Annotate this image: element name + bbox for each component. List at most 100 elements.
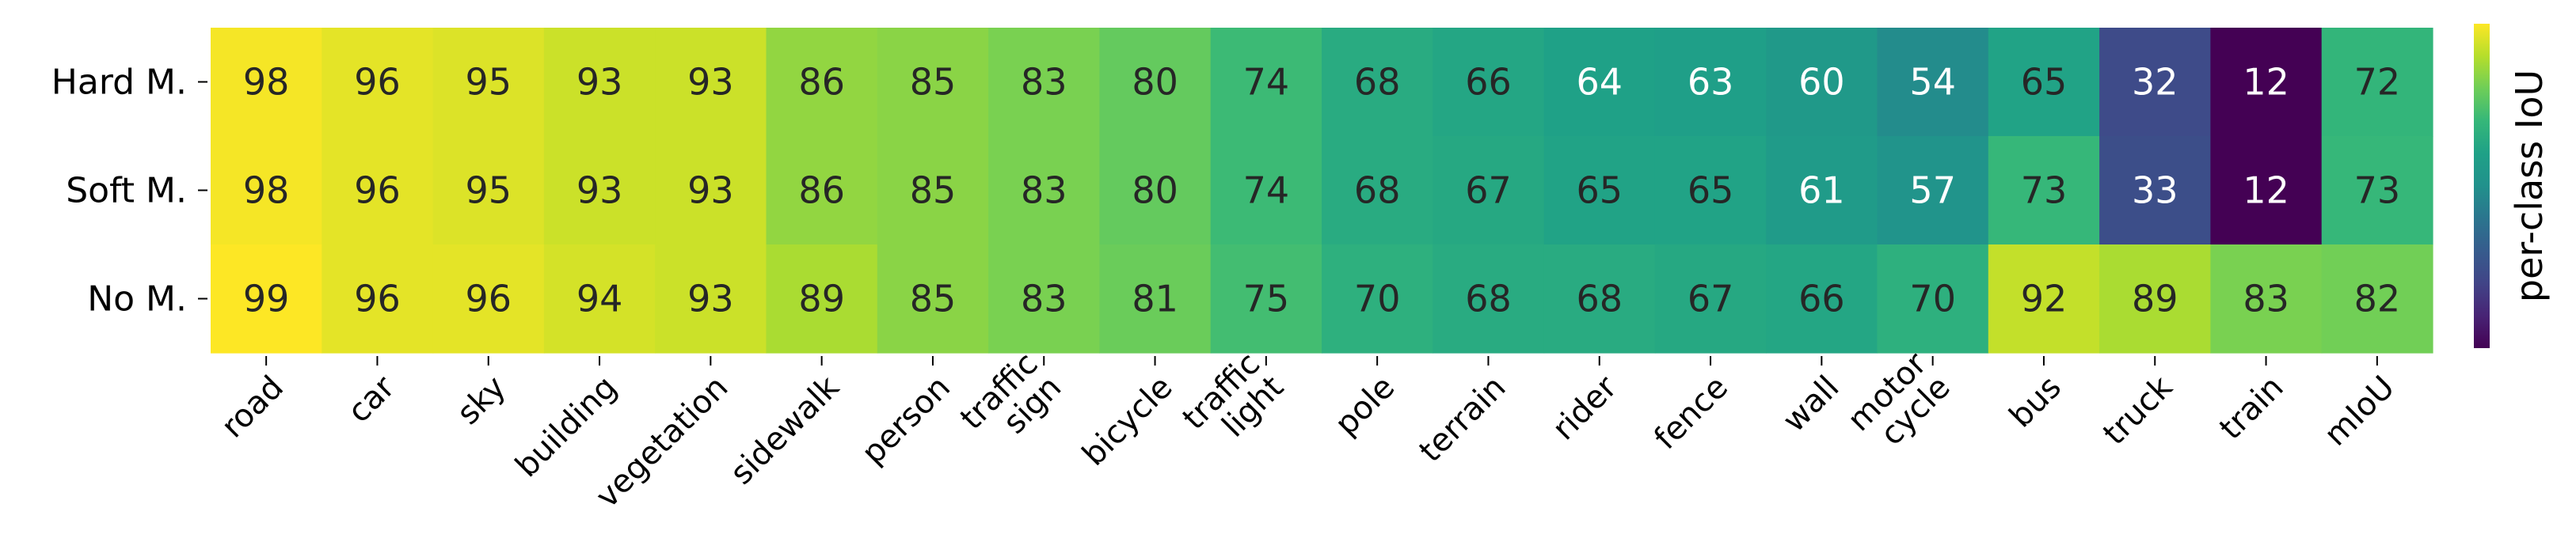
- cell-value-label: 89: [2132, 278, 2178, 320]
- cell-value-label: 82: [2354, 278, 2401, 320]
- heatmap-cell: [2321, 136, 2433, 245]
- heatmap-cell: [432, 244, 545, 354]
- heatmap-cell: [655, 28, 767, 137]
- colorbar-label: per-class IoU: [2508, 70, 2551, 302]
- x-tick-label: building: [508, 369, 624, 484]
- cell-value-label: 73: [2021, 169, 2068, 212]
- heatmap-cell: [1766, 28, 1878, 137]
- x-tick-label-line: train: [2213, 369, 2290, 446]
- cell-value-label: 70: [1909, 278, 1956, 320]
- x-tick-label: trafficsign: [953, 346, 1068, 460]
- cell-value-label: 70: [1354, 278, 1401, 320]
- heatmap-cell: [1543, 244, 1656, 354]
- x-tick-label-line: bicycle: [1075, 369, 1179, 472]
- heatmap-cell: [432, 28, 545, 137]
- heatmap-cell: [322, 244, 434, 354]
- cell-value-label: 96: [354, 278, 401, 320]
- heatmap-cell: [1099, 136, 1212, 245]
- heatmap-cell: [1988, 136, 2100, 245]
- heatmap-cell: [1322, 136, 1433, 245]
- heatmap-cell: [1543, 136, 1656, 245]
- x-tick-label: car: [341, 369, 401, 430]
- heatmap-cells: 98 96 95 93 93 86 85 83 80 74 68 66 64 63 60 54 65 32 12 72…: [211, 28, 2433, 354]
- heatmap-cell: [1654, 136, 1767, 245]
- cell-value-label: 85: [910, 61, 957, 104]
- cell-value-label: 93: [687, 278, 734, 320]
- cell-value-label: 95: [466, 61, 512, 104]
- x-tick-label: mIoU: [2317, 369, 2401, 453]
- cell-value-label: 54: [1909, 61, 1956, 104]
- x-tick-label-line: building: [508, 369, 624, 484]
- heatmap-cell: [543, 136, 656, 245]
- cell-value-label: 98: [243, 61, 290, 104]
- colorbar-gradient: [2474, 24, 2490, 348]
- heatmap-cell: [1988, 244, 2100, 354]
- x-tick-label: motorcycle: [1841, 345, 1958, 461]
- cell-value-label: 80: [1132, 61, 1178, 104]
- cell-value-label: 63: [1688, 61, 1734, 104]
- heatmap-cell: [1210, 244, 1322, 354]
- cell-value-label: 83: [2243, 278, 2289, 320]
- heatmap-cell: [2321, 28, 2433, 137]
- heatmap-cell: [1433, 136, 1545, 245]
- cell-value-label: 83: [1021, 169, 1067, 212]
- cell-value-label: 93: [576, 169, 623, 212]
- cell-value-label: 64: [1577, 61, 1623, 104]
- cell-value-label: 12: [2243, 61, 2289, 104]
- heatmap-cell: [1654, 28, 1767, 137]
- heatmap-cell: [1433, 28, 1545, 137]
- cell-value-label: 68: [1354, 169, 1401, 212]
- cell-value-label: 61: [1798, 169, 1845, 212]
- cell-value-label: 83: [1021, 61, 1067, 104]
- cell-value-label: 60: [1798, 61, 1845, 104]
- heatmap-cell: [2321, 244, 2433, 354]
- x-tick-label-line: sky: [450, 369, 512, 431]
- heatmap-cell: [655, 136, 767, 245]
- heatmap-cell: [766, 136, 878, 245]
- x-tick-label: sky: [450, 369, 512, 431]
- heatmap-cell: [1099, 28, 1212, 137]
- x-tick-label-line: sidewalk: [723, 369, 847, 492]
- heatmap-cell: [211, 244, 322, 354]
- x-tick-label-line: road: [215, 369, 291, 445]
- y-tick-label: Soft M.: [66, 171, 187, 211]
- heatmap-cell: [1654, 244, 1767, 354]
- x-tick-label: bicycle: [1075, 369, 1179, 472]
- heatmap-cell: [2210, 244, 2323, 354]
- heatmap-cell: [988, 136, 1100, 245]
- cell-value-label: 67: [1465, 169, 1512, 212]
- cell-value-label: 72: [2354, 61, 2401, 104]
- cell-value-label: 65: [1688, 169, 1734, 212]
- heatmap-cell: [2210, 136, 2323, 245]
- heatmap-cell: [1766, 136, 1878, 245]
- heatmap-cell: [988, 28, 1100, 137]
- cell-value-label: 32: [2132, 61, 2178, 104]
- y-tick-label: Hard M.: [51, 63, 187, 103]
- heatmap-cell: [2099, 244, 2211, 354]
- x-tick-label: bus: [2003, 369, 2068, 434]
- x-tick-label-line: rider: [1546, 369, 1624, 447]
- heatmap-cell: [1877, 136, 1989, 245]
- heatmap-cell: [766, 244, 878, 354]
- x-tick-label-line: truck: [2096, 369, 2180, 453]
- x-tick-label: terrain: [1413, 369, 1513, 469]
- x-tick-label-line: bus: [2003, 369, 2068, 434]
- x-tick-label: rider: [1546, 369, 1624, 447]
- cell-value-label: 85: [910, 278, 957, 320]
- heatmap-cell: [2210, 28, 2323, 137]
- x-tick-label-line: pole: [1328, 369, 1402, 442]
- heatmap-cell: [543, 244, 656, 354]
- heatmap-cell: [988, 244, 1100, 354]
- cell-value-label: 93: [687, 169, 734, 212]
- cell-value-label: 65: [2021, 61, 2068, 104]
- heatmap-cell: [322, 136, 434, 245]
- cell-value-label: 67: [1688, 278, 1734, 320]
- x-tick-label: truck: [2096, 369, 2180, 453]
- x-tick-label: fence: [1647, 369, 1735, 457]
- heatmap-cell: [877, 244, 989, 354]
- heatmap-cell: [1543, 28, 1656, 137]
- cell-value-label: 83: [1021, 278, 1067, 320]
- cell-value-label: 74: [1243, 169, 1290, 212]
